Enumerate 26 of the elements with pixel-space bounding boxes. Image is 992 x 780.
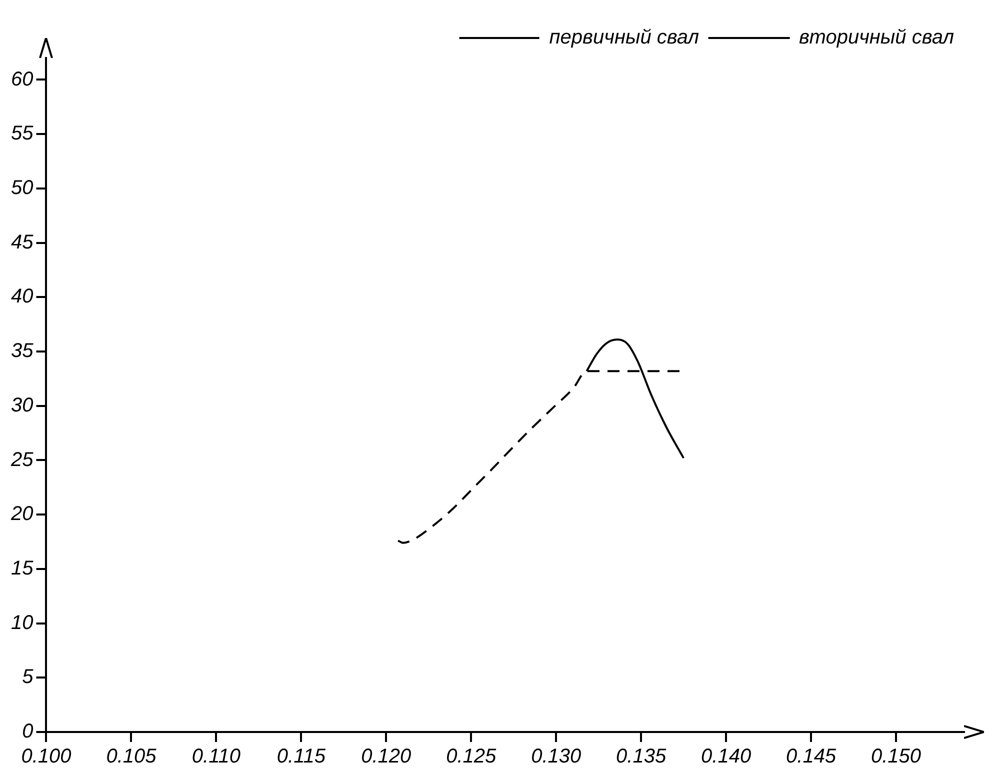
x-tick-label: 0.125 [446, 746, 498, 768]
x-tick-label: 0.140 [701, 746, 752, 768]
y-tick-label: 50 [10, 177, 34, 200]
y-tick-label: 35 [10, 340, 34, 362]
y-tick-label: 20 [10, 503, 34, 526]
x-tick-label: 0.150 [870, 746, 922, 768]
x-tick-label: 0.135 [616, 746, 667, 768]
x-tick-label: 0.120 [361, 746, 412, 768]
x-tick-label: 0.110 [192, 746, 240, 768]
x-tick-label: 0.130 [531, 746, 582, 768]
y-tick-label: 45 [10, 231, 34, 254]
x-tick-label: 0.105 [106, 746, 158, 768]
y-tick-label: 30 [10, 394, 34, 416]
y-tick-label: 25 [10, 448, 34, 471]
legend-label: вторичный свал [799, 26, 954, 49]
y-tick-label: 0 [22, 720, 34, 743]
y-tick-label: 55 [10, 122, 34, 145]
y-tick-label: 15 [10, 558, 34, 580]
x-tick-label: 0.100 [21, 746, 72, 768]
y-tick-label: 10 [10, 612, 34, 634]
x-tick-label: 0.145 [786, 746, 837, 768]
legend-label: первичный свал [549, 26, 700, 49]
y-tick-label: 5 [22, 666, 34, 688]
y-tick-label: 60 [10, 68, 34, 90]
y-tick-label: 40 [10, 286, 34, 308]
x-tick-label: 0.115 [276, 746, 326, 768]
